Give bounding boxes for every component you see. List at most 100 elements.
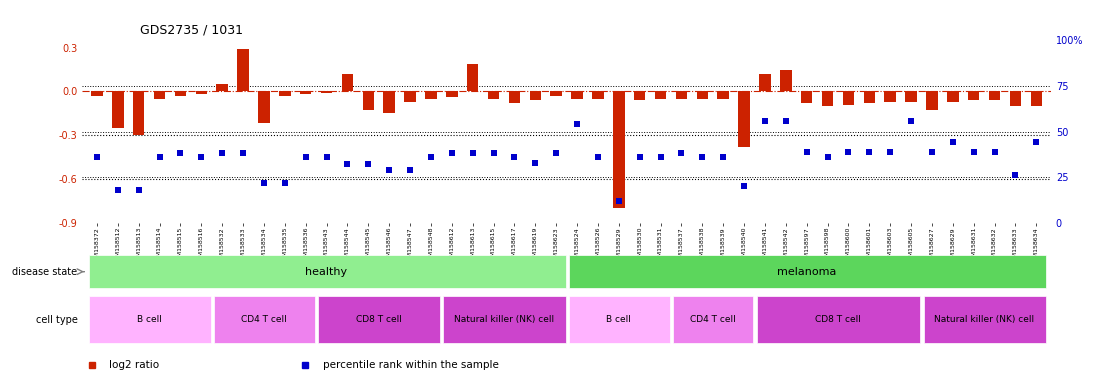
Bar	[216, 84, 228, 91]
Bar	[676, 91, 687, 99]
Point	[589, 154, 607, 160]
Point	[902, 118, 919, 124]
Bar	[674, 296, 754, 343]
Bar	[863, 91, 875, 103]
Bar	[1030, 91, 1042, 106]
Point	[527, 159, 544, 166]
Text: disease state: disease state	[12, 266, 78, 277]
Text: log2 ratio: log2 ratio	[110, 360, 159, 370]
Point	[150, 154, 168, 160]
Point	[297, 154, 315, 160]
Point	[339, 161, 357, 167]
Bar	[905, 91, 917, 102]
Point	[693, 154, 711, 160]
Point	[547, 150, 565, 157]
Bar	[237, 49, 249, 91]
Point	[235, 150, 252, 157]
Text: melanoma: melanoma	[777, 266, 836, 277]
Bar	[592, 91, 603, 99]
Bar	[655, 91, 666, 99]
Point	[443, 150, 461, 157]
Bar	[112, 91, 124, 128]
Bar	[467, 64, 478, 91]
Text: CD8 T cell: CD8 T cell	[815, 315, 861, 324]
Bar	[89, 296, 211, 343]
Bar	[341, 74, 353, 91]
Text: CD8 T cell: CD8 T cell	[355, 315, 402, 324]
Point	[860, 149, 878, 155]
Bar	[551, 91, 562, 96]
Point	[568, 121, 586, 127]
Point	[422, 154, 440, 160]
Point	[986, 149, 1004, 155]
Text: CD4 T cell: CD4 T cell	[241, 315, 286, 324]
Bar	[697, 91, 708, 99]
Bar	[318, 296, 440, 343]
Bar	[924, 296, 1045, 343]
Point	[360, 161, 377, 167]
Point	[798, 149, 815, 155]
Bar	[299, 91, 312, 94]
Bar	[613, 91, 624, 208]
Bar	[568, 296, 670, 343]
Text: GDS2735 / 1031: GDS2735 / 1031	[140, 23, 244, 36]
Bar	[530, 91, 541, 100]
Point	[464, 150, 482, 157]
Point	[1007, 172, 1025, 178]
Text: Natural killer (NK) cell: Natural killer (NK) cell	[454, 315, 554, 324]
Point	[88, 154, 105, 160]
Point	[506, 154, 523, 160]
Point	[485, 150, 502, 157]
Text: B cell: B cell	[137, 315, 161, 324]
Bar	[154, 91, 166, 99]
Point	[214, 150, 231, 157]
Point	[276, 179, 294, 185]
Bar	[133, 91, 145, 135]
Point	[610, 198, 627, 204]
Bar	[968, 91, 980, 100]
Point	[965, 149, 983, 155]
Bar	[426, 91, 437, 99]
Bar	[822, 91, 834, 106]
Bar	[717, 91, 728, 99]
Bar	[405, 91, 416, 102]
Bar	[91, 91, 103, 96]
Text: CD4 T cell: CD4 T cell	[690, 315, 736, 324]
Point	[672, 150, 690, 157]
Bar	[446, 91, 457, 97]
Bar	[174, 91, 186, 96]
Point	[318, 154, 336, 160]
Point	[881, 149, 898, 155]
Bar	[443, 296, 566, 343]
Point	[777, 118, 794, 124]
Bar	[842, 91, 855, 104]
Point	[652, 154, 669, 160]
Text: B cell: B cell	[607, 315, 631, 324]
Bar	[1009, 91, 1021, 106]
Text: Natural killer (NK) cell: Natural killer (NK) cell	[934, 315, 1034, 324]
Bar	[568, 255, 1045, 288]
Point	[171, 150, 189, 157]
Point	[381, 167, 398, 173]
Bar	[488, 91, 499, 99]
Point	[945, 139, 962, 146]
Bar	[384, 91, 395, 113]
Bar	[884, 91, 896, 102]
Bar	[926, 91, 938, 110]
Point	[1028, 139, 1045, 146]
Point	[631, 154, 648, 160]
Point	[735, 183, 753, 189]
Bar	[757, 296, 920, 343]
Point	[129, 187, 147, 193]
Point	[756, 118, 773, 124]
Point	[818, 154, 836, 160]
Point	[109, 187, 126, 193]
Point	[714, 154, 732, 160]
Point	[924, 149, 941, 155]
Bar	[195, 91, 207, 94]
Bar	[572, 91, 583, 99]
Point	[192, 154, 210, 160]
Point	[402, 167, 419, 173]
Text: healthy: healthy	[305, 266, 348, 277]
Point	[839, 149, 857, 155]
